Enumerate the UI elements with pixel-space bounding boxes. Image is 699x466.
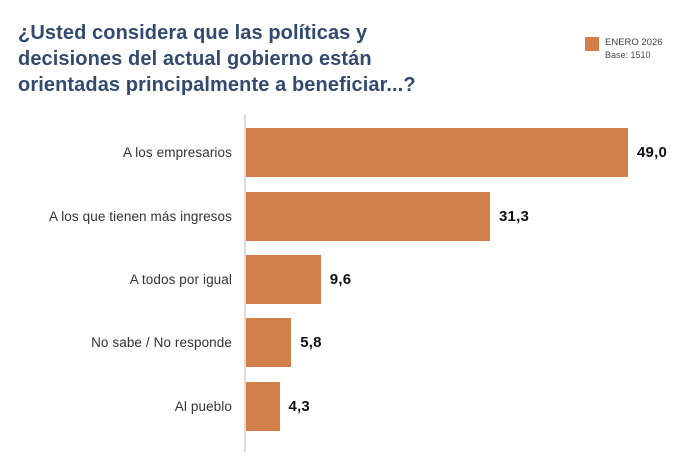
bar-row: No sabe / No responde 5,8 (0, 311, 699, 374)
category-label: Al pueblo (174, 398, 232, 414)
chart-title-line1: ¿Usted considera que las políticas y (18, 22, 368, 44)
chart-title: ¿Usted considera que las políticas y dec… (18, 20, 468, 98)
category-label: A los empresarios (123, 145, 232, 161)
value-label: 4,3 (288, 397, 310, 415)
legend-text: ENERO 2026 Base: 1510 (605, 36, 663, 62)
legend-swatch-icon (585, 37, 599, 51)
legend: ENERO 2026 Base: 1510 (585, 36, 663, 62)
bar-row: Al pueblo 4,3 (0, 375, 699, 438)
bar (246, 254, 321, 304)
bar (246, 128, 628, 178)
value-label: 9,6 (329, 270, 352, 288)
category-label: No sabe / No responde (91, 335, 232, 351)
bar (246, 318, 292, 368)
chart-rows: A los empresarios 49,0 A los que tienen … (0, 121, 699, 438)
bar-row: A los empresarios 49,0 (0, 121, 699, 184)
legend-series-label: ENERO 2026 (605, 37, 663, 48)
value-label: 5,8 (300, 334, 322, 352)
category-label: A todos por igual (129, 271, 232, 287)
bar-zone: 4,3 (244, 375, 699, 438)
category-label: A los que tienen más ingresos (48, 208, 232, 224)
bar-zone: 5,8 (244, 311, 699, 374)
bar-row: A todos por igual 9,6 (0, 248, 699, 311)
bar-zone: 49,0 (244, 121, 699, 184)
chart-title-line3: orientadas principalmente a beneficiar..… (18, 74, 416, 96)
bar (246, 381, 280, 431)
bar-zone: 31,3 (244, 184, 699, 247)
bar-zone: 9,6 (244, 248, 699, 311)
value-label: 31,3 (499, 207, 529, 225)
bar-row: A los que tienen más ingresos 31,3 (0, 184, 699, 247)
chart-title-line2: decisiones del actual gobierno están (18, 48, 372, 70)
value-label: 49,0 (637, 144, 667, 162)
bar (246, 191, 490, 241)
y-axis-line (244, 115, 246, 452)
legend-base-label: Base: 1510 (605, 50, 651, 60)
